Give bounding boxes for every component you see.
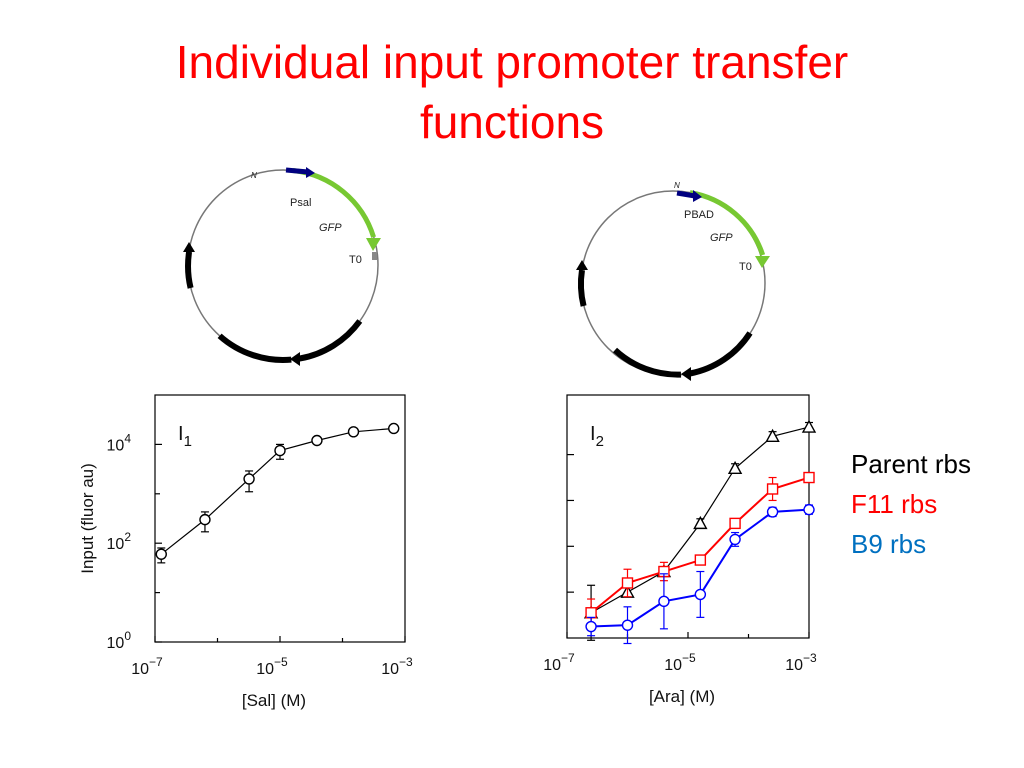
marker-gene-arc-3: [185, 251, 194, 289]
data-point: [311, 434, 323, 447]
marker-arrowhead-3: [183, 242, 195, 252]
data-point: [658, 595, 670, 608]
data-point: [585, 620, 597, 633]
gfp-gene-arc: [689, 190, 766, 256]
x-tick-label: 10−7: [543, 651, 575, 674]
terminator-mark: [372, 252, 377, 260]
legend-item-f11-rbs: F11 rbs: [851, 489, 938, 519]
data-point: [694, 588, 707, 601]
data-point: [727, 460, 743, 475]
data-point: [729, 517, 741, 530]
marker-gene-arc-1: [217, 333, 292, 363]
data-point: [585, 607, 597, 619]
x-tick-label: 10−5: [256, 655, 288, 678]
legend-item-b9-rbs: B9 rbs: [851, 529, 927, 559]
origin-label: N: [674, 181, 680, 190]
data-point: [199, 513, 211, 526]
marker-arrowhead-2: [290, 352, 300, 366]
promoter-arrowhead: [306, 167, 315, 178]
x-tick-label: 10−3: [381, 655, 413, 678]
data-point: [801, 419, 817, 433]
chart-i2-ara-transfer: 10−7 10−5 10−3 [Ara] (M) I2: [543, 394, 817, 706]
terminator-label: T0: [349, 254, 362, 266]
y-axis-label: Input (fluor au): [78, 463, 97, 574]
x-tick-label: 10−5: [664, 651, 696, 674]
origin-label: N: [251, 171, 257, 180]
y-tick-label: 104: [107, 431, 132, 454]
panel-label: I1: [178, 423, 192, 450]
plot-frame: [154, 394, 406, 643]
marker-gene-arc-3: [577, 269, 587, 307]
x-tick-label: 10−3: [785, 651, 817, 674]
panel-label: I2: [590, 423, 604, 450]
gene-label: GFP: [319, 222, 342, 234]
data-point: [694, 554, 707, 566]
data-point: [766, 483, 779, 495]
data-point: [765, 428, 780, 442]
x-tick-label: 10−7: [131, 655, 163, 678]
data-point: [621, 619, 634, 631]
y-tick-label: 100: [107, 629, 132, 652]
data-point: [347, 426, 360, 438]
data-point: [388, 422, 400, 435]
plasmid-map-pbad: N PBAD GFP T0: [576, 181, 770, 381]
marker-arrowhead-3: [576, 260, 588, 270]
data-point: [621, 577, 634, 589]
data-point: [274, 444, 286, 457]
promoter-pbad-mark: [676, 190, 696, 199]
chart-i1-sal-transfer: 10−7 10−5 10−3 100 102 104 [Sal] (M) Input (flu…: [78, 394, 413, 710]
promoter-psal-mark: [285, 167, 309, 175]
promoter-arrowhead: [693, 190, 702, 202]
legend: Parent rbs F11 rbs B9 rbs: [851, 444, 971, 564]
data-point: [729, 533, 741, 546]
gfp-arrowhead: [755, 256, 770, 268]
slide-title-line-1: Individual input promoter transfer: [175, 36, 849, 88]
slide-title: Individual input promoter transfer funct…: [62, 32, 962, 152]
data-point: [803, 503, 815, 516]
data-point: [243, 473, 255, 485]
data-point: [766, 506, 779, 518]
data-point: [155, 548, 167, 560]
data-point: [803, 471, 815, 484]
data-point: [693, 515, 708, 530]
slide-title-line-2: functions: [419, 96, 605, 148]
promoter-label: PBAD: [684, 209, 714, 221]
legend-item-parent-rbs: Parent rbs: [851, 449, 971, 479]
marker-gene-arc-1: [612, 347, 682, 378]
terminator-label: T0: [739, 261, 752, 273]
gene-label: GFP: [710, 232, 733, 244]
y-tick-label: 102: [107, 530, 132, 553]
plasmid-map-psal: N Psal GFP T0: [183, 167, 381, 366]
x-axis-label: [Sal] (M): [242, 691, 306, 710]
marker-arrowhead-2: [681, 367, 691, 381]
x-axis-label: [Ara] (M): [649, 687, 715, 706]
gfp-arrowhead: [366, 238, 381, 251]
marker-gene-arc-2: [689, 331, 753, 377]
promoter-label: Psal: [290, 197, 311, 209]
marker-gene-arc-2: [298, 319, 363, 362]
